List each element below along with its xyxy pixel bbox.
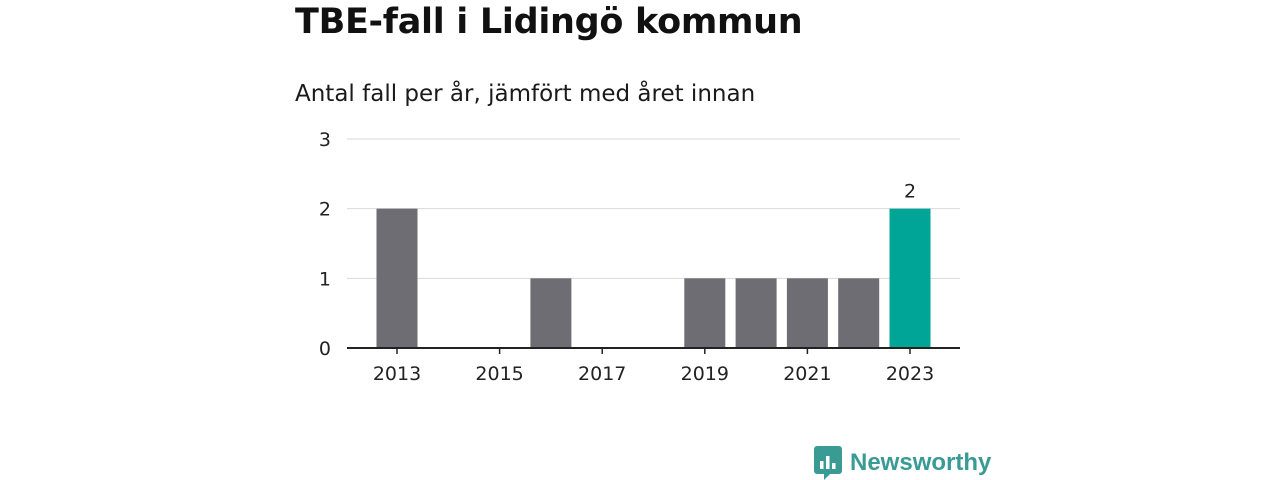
bar <box>530 278 572 348</box>
x-tick-label: 2021 <box>783 363 831 385</box>
bar <box>786 278 828 348</box>
bar <box>889 208 931 348</box>
y-tick-label: 3 <box>319 129 331 151</box>
bar <box>838 278 880 348</box>
x-tick-label: 2019 <box>681 363 729 385</box>
x-tick-label: 2015 <box>475 363 523 385</box>
bar <box>684 278 726 348</box>
x-tick-label: 2013 <box>373 363 421 385</box>
y-tick-label: 0 <box>319 338 331 360</box>
brand-name: Newsworthy <box>850 449 992 476</box>
bar <box>376 208 418 348</box>
chart-subtitle: Antal fall per år, jämfört med året inna… <box>295 81 756 107</box>
data-label: 2 <box>904 181 916 203</box>
newsworthy-logo-icon <box>814 446 842 480</box>
y-tick-label: 1 <box>319 268 331 290</box>
x-tick-label: 2023 <box>886 363 934 385</box>
chart-title: TBE-fall i Lidingö kommun <box>295 2 803 42</box>
bar <box>735 278 777 348</box>
newsworthy-brand: Newsworthy <box>814 446 991 480</box>
x-tick-label: 2017 <box>578 363 626 385</box>
y-tick-label: 2 <box>319 199 331 221</box>
